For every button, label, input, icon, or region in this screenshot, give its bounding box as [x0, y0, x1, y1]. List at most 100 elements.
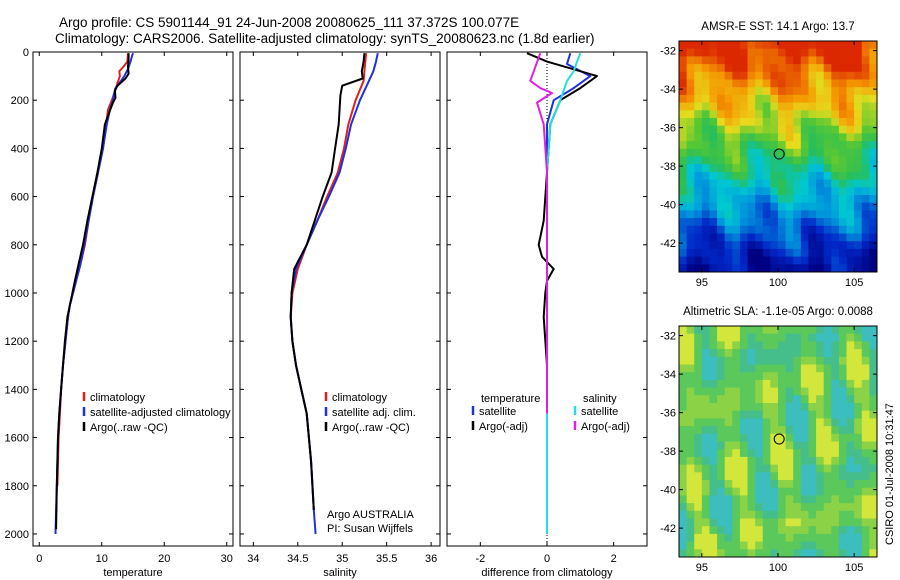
heatmap-cell [793, 41, 802, 50]
heatmap-cell [747, 387, 756, 396]
heatmap-cell [816, 480, 825, 489]
heatmap-cell [694, 141, 703, 150]
heatmap-cell [732, 464, 741, 473]
heatmap-cell [838, 395, 847, 404]
heatmap-cell [816, 464, 825, 473]
heatmap-cell [846, 241, 855, 250]
heatmap-cell [686, 541, 695, 550]
heatmap-cell [778, 549, 787, 558]
heatmap-cell [724, 364, 733, 373]
heatmap-cell [686, 179, 695, 188]
heatmap-cell [869, 241, 878, 250]
heatmap-cell [747, 256, 756, 265]
heatmap-cell [785, 164, 794, 173]
heatmap-cell [800, 333, 809, 342]
heatmap-cell [755, 418, 764, 427]
heatmap-cell [854, 141, 863, 150]
heatmap-cell [823, 164, 832, 173]
heatmap-cell [869, 56, 878, 65]
heatmap-cell [755, 202, 764, 211]
heatmap-cell [854, 503, 863, 512]
heatmap-cell [755, 125, 764, 134]
heatmap-cell [778, 526, 787, 535]
heatmap-cell [747, 110, 756, 119]
heatmap-cell [846, 341, 855, 350]
heatmap-cell [747, 356, 756, 365]
heatmap-cell [869, 472, 878, 481]
heatmap-cell [724, 195, 733, 204]
heatmap-cell [755, 79, 764, 88]
heatmap-cell [739, 526, 748, 535]
heatmap-cell [823, 426, 832, 435]
heatmap-cell [701, 395, 710, 404]
heatmap-cell [762, 110, 771, 119]
heatmap-cell [724, 179, 733, 188]
heatmap-cell [831, 218, 840, 227]
heatmap-cell [816, 187, 825, 196]
heatmap-cell [846, 79, 855, 88]
y-tick-label: -42 [660, 238, 676, 250]
heatmap-cell [739, 326, 748, 335]
heatmap-cell [785, 441, 794, 450]
heatmap-cell [732, 241, 741, 250]
heatmap-cell [694, 364, 703, 373]
heatmap-cell [869, 171, 878, 180]
heatmap-cell [785, 495, 794, 504]
heatmap-cell [823, 518, 832, 527]
heatmap-cell [694, 456, 703, 465]
heatmap-cell [762, 533, 771, 542]
heatmap-cell [747, 56, 756, 65]
heatmap-cell [701, 518, 710, 527]
heatmap-cell [861, 387, 870, 396]
heatmap-cell [732, 526, 741, 535]
heatmap-cell [709, 456, 718, 465]
heatmap-cell [808, 79, 817, 88]
heatmap-cell [732, 233, 741, 242]
heatmap-cell [816, 472, 825, 481]
heatmap-cell [861, 464, 870, 473]
heatmap-cell [861, 426, 870, 435]
heatmap-cell [762, 256, 771, 265]
heatmap-cell [686, 79, 695, 88]
heatmap-cell [854, 395, 863, 404]
heatmap-cell [823, 133, 832, 142]
heatmap-cell [686, 195, 695, 204]
heatmap-cell [869, 403, 878, 412]
heatmap-cell [869, 118, 878, 127]
heatmap-cell [861, 364, 870, 373]
heatmap-cell [838, 256, 847, 265]
heatmap-cell [778, 118, 787, 127]
heatmap-cell [793, 179, 802, 188]
heatmap-cell [747, 495, 756, 504]
heatmap-cell [846, 472, 855, 481]
heatmap-cell [709, 341, 718, 350]
heatmap-cell [724, 241, 733, 250]
heatmap-cell [770, 264, 779, 273]
y-tick-label: 1600 [5, 433, 29, 445]
heatmap-cell [732, 480, 741, 489]
heatmap-cell [739, 41, 748, 50]
heatmap-cell [823, 110, 832, 119]
heatmap-cell [755, 164, 764, 173]
heatmap-cell [679, 403, 688, 412]
heatmap-cell [709, 141, 718, 150]
heatmap-cell [679, 456, 688, 465]
heatmap-cell [823, 141, 832, 150]
heatmap-cell [823, 449, 832, 458]
heatmap-cell [785, 472, 794, 481]
heatmap-cell [709, 218, 718, 227]
heatmap-cell [838, 210, 847, 219]
heatmap-cell [793, 256, 802, 265]
heatmap-cell [846, 480, 855, 489]
heatmap-cell [816, 79, 825, 88]
heatmap-cell [739, 487, 748, 496]
heatmap-cell [861, 349, 870, 358]
heatmap-cell [679, 533, 688, 542]
heatmap-cell [831, 387, 840, 396]
heatmap-cell [808, 118, 817, 127]
heatmap-cell [709, 164, 718, 173]
heatmap-cell [816, 102, 825, 111]
heatmap-cell [816, 364, 825, 373]
heatmap-cell [686, 218, 695, 227]
heatmap-cell [770, 379, 779, 388]
